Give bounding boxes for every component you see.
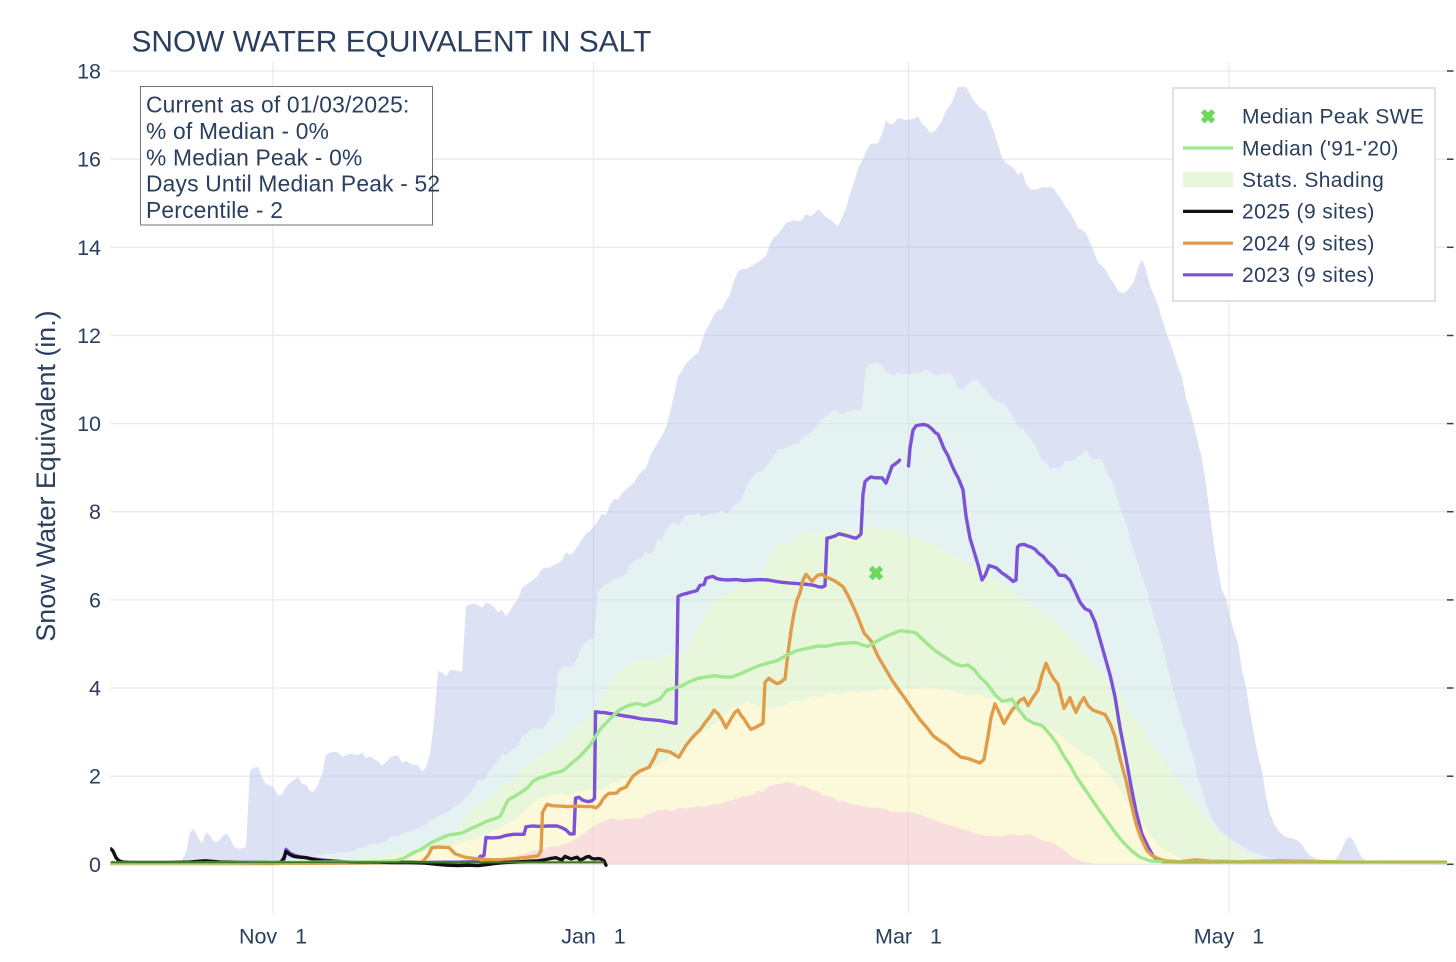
svg-text:2: 2 (89, 765, 101, 789)
svg-text:10: 10 (77, 412, 101, 436)
svg-text:Snow Water Equivalent (in.): Snow Water Equivalent (in.) (31, 310, 61, 641)
svg-text:Median Peak SWE: Median Peak SWE (1242, 106, 1424, 129)
svg-text:% Median Peak - 0%: % Median Peak - 0% (146, 144, 362, 170)
svg-text:14: 14 (77, 236, 101, 260)
svg-text:% of Median - 0%: % of Median - 0% (146, 118, 329, 144)
svg-text:18: 18 (77, 60, 101, 84)
svg-text:16: 16 (77, 148, 101, 172)
svg-text:Percentile - 2: Percentile - 2 (146, 197, 283, 223)
svg-text:Nov 1: Nov 1 (239, 925, 307, 949)
svg-text:Stats. Shading: Stats. Shading (1242, 169, 1384, 192)
svg-text:Current as of 01/03/2025:: Current as of 01/03/2025: (146, 92, 410, 118)
svg-text:May 1: May 1 (1194, 925, 1265, 949)
svg-text:Mar 1: Mar 1 (875, 925, 942, 949)
svg-text:Median ('91-'20): Median ('91-'20) (1242, 137, 1399, 160)
svg-text:8: 8 (89, 500, 101, 524)
svg-text:6: 6 (89, 588, 101, 612)
svg-text:Days Until Median Peak - 52: Days Until Median Peak - 52 (146, 171, 440, 197)
svg-text:12: 12 (77, 324, 101, 348)
svg-text:2024 (9 sites): 2024 (9 sites) (1242, 232, 1375, 255)
svg-text:0: 0 (89, 853, 101, 877)
svg-text:2023 (9 sites): 2023 (9 sites) (1242, 264, 1375, 287)
svg-text:Jan 1: Jan 1 (561, 925, 626, 949)
svg-text:4: 4 (89, 677, 101, 701)
svg-text:2025 (9 sites): 2025 (9 sites) (1242, 201, 1375, 224)
svg-text:SNOW WATER EQUIVALENT IN SALT: SNOW WATER EQUIVALENT IN SALT (132, 26, 652, 59)
